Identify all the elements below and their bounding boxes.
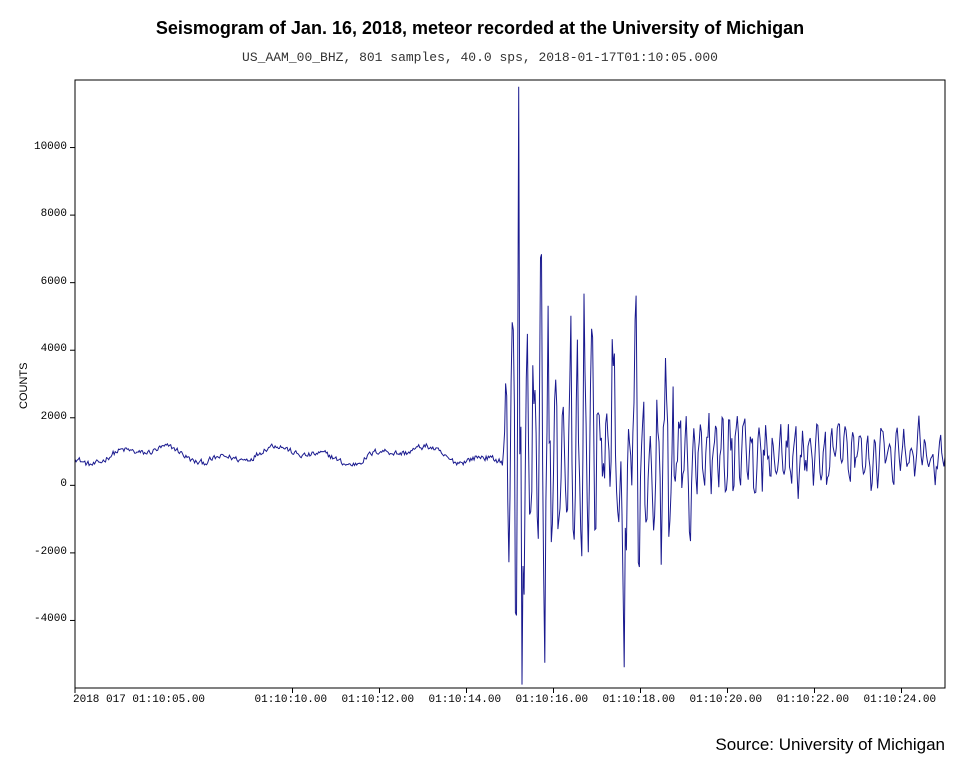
x-tick-label: 01:10:12.00 [342, 694, 415, 706]
y-tick-label: 2000 [41, 411, 67, 423]
y-tick-label: 0 [60, 478, 67, 490]
x-tick-label: 01:10:18.00 [603, 694, 676, 706]
y-tick-label: 10000 [34, 141, 67, 153]
chart-container: Seismogram of Jan. 16, 2018, meteor reco… [0, 0, 960, 763]
x-tick-label: 01:10:20.00 [690, 694, 763, 706]
source-attribution: Source: University of Michigan [715, 735, 945, 755]
x-tick-label: 01:10:14.00 [429, 694, 502, 706]
y-tick-label: -2000 [34, 546, 67, 558]
x-tick-label: 01:10:22.00 [777, 694, 850, 706]
x-tick-label: 01:10:16.00 [516, 694, 589, 706]
x-tick-label: 01:10:10.00 [255, 694, 328, 706]
y-tick-label: 8000 [41, 208, 67, 220]
x-tick-label: 01:10:24.00 [864, 694, 937, 706]
y-tick-label: 6000 [41, 276, 67, 288]
x-tick-label: 2018 017 01:10:05.00 [73, 694, 205, 706]
seismogram-plot [0, 0, 960, 763]
y-tick-label: 4000 [41, 343, 67, 355]
y-tick-label: -4000 [34, 613, 67, 625]
